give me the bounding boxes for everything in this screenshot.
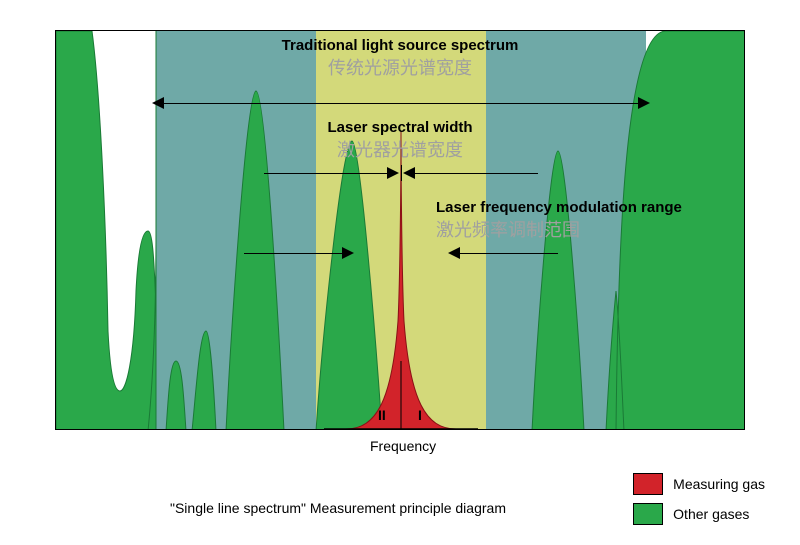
x-axis-label: Frequency xyxy=(370,438,436,454)
legend-item-other: Other gases xyxy=(633,503,765,525)
legend-item-measuring: Measuring gas xyxy=(633,473,765,495)
diagram-caption: "Single line spectrum" Measurement princ… xyxy=(170,500,506,516)
label-modulation-en: Laser frequency modulation range xyxy=(436,199,682,216)
legend-label-measuring: Measuring gas xyxy=(673,476,765,492)
arrow-traditional xyxy=(164,103,638,104)
legend: Measuring gas Other gases xyxy=(633,465,765,525)
arrow-modulation-left xyxy=(244,253,342,254)
legend-swatch-other xyxy=(633,503,663,525)
label-laserwidth-en: Laser spectral width xyxy=(56,119,744,136)
legend-label-other: Other gases xyxy=(673,506,749,522)
peak-label-I: I xyxy=(418,407,422,423)
label-modulation-cn: 激光频率调制范围 xyxy=(436,216,682,242)
arrow-laserwidth-left xyxy=(264,173,395,174)
peak-label-II: II xyxy=(378,407,386,423)
label-traditional-en: Traditional light source spectrum xyxy=(56,37,744,54)
legend-swatch-measuring xyxy=(633,473,663,495)
diagram-frame: II I Traditional light source spectrum 传… xyxy=(55,30,745,430)
arrow-laserwidth-right xyxy=(407,173,538,174)
arrow-modulation-right xyxy=(460,253,558,254)
label-traditional-cn: 传统光源光谱宽度 xyxy=(56,54,744,80)
label-laserwidth-cn: 激光器光谱宽度 xyxy=(56,136,744,162)
